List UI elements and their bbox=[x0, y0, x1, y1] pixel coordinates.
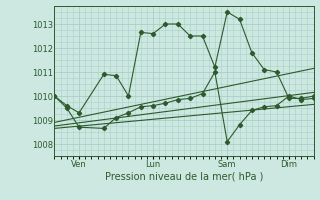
X-axis label: Pression niveau de la mer( hPa ): Pression niveau de la mer( hPa ) bbox=[105, 172, 263, 182]
